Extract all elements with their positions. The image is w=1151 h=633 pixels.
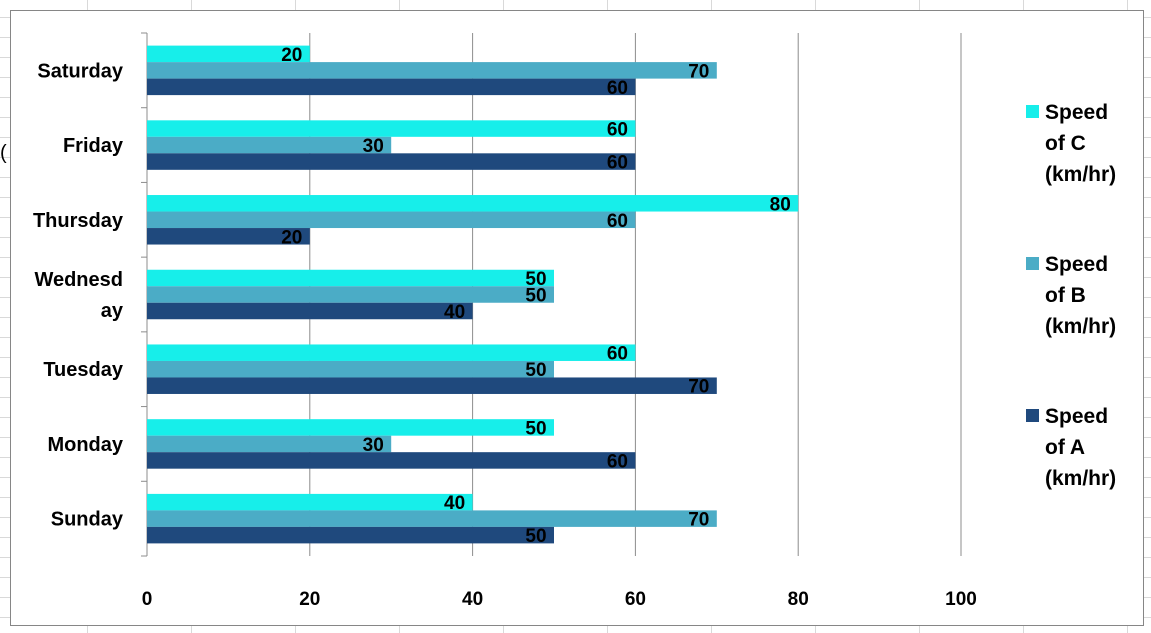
- data-label-wednesday-1: 50: [525, 286, 546, 307]
- x-tick-label-20: 20: [299, 589, 320, 610]
- x-tick-label-100: 100: [945, 589, 977, 610]
- legend-label-0: Speed: [1045, 405, 1108, 428]
- bar-wednesday-0: [147, 302, 473, 320]
- legend-swatch-2: [1026, 105, 1039, 118]
- bar-sunday-1: [147, 510, 717, 527]
- x-tick-label-0: 0: [142, 589, 153, 610]
- category-label-thursday: Thursday: [33, 210, 124, 232]
- bar-thursday-2: [147, 195, 799, 212]
- bar-thursday-1: [147, 211, 636, 229]
- data-label-friday-0: 60: [607, 153, 628, 174]
- legend-label-1: Speed: [1045, 253, 1108, 276]
- legend-label-1: of B: [1045, 284, 1086, 307]
- data-label-saturday-2: 20: [281, 45, 302, 66]
- data-label-monday-2: 50: [525, 418, 546, 439]
- stray-cell-text: (: [0, 142, 7, 164]
- category-label-tuesday: Tuesday: [43, 359, 124, 381]
- data-label-monday-0: 60: [607, 451, 628, 472]
- bar-wednesday-1: [147, 286, 554, 303]
- bar-tuesday-1: [147, 360, 554, 378]
- data-label-friday-2: 60: [607, 120, 628, 141]
- legend-swatch-0: [1026, 409, 1039, 422]
- bar-monday-0: [147, 452, 636, 469]
- data-label-tuesday-2: 60: [607, 344, 628, 365]
- bar-monday-1: [147, 435, 392, 453]
- x-tick-label-40: 40: [462, 589, 483, 610]
- category-label-friday: Friday: [63, 135, 124, 157]
- bar-sunday-2: [147, 493, 473, 511]
- data-label-monday-1: 30: [363, 435, 384, 456]
- legend-label-0: of A: [1045, 436, 1085, 459]
- data-label-friday-1: 30: [363, 136, 384, 157]
- legend-label-2: Speed: [1045, 101, 1108, 124]
- bar-friday-1: [147, 136, 392, 154]
- bar-sunday-0: [147, 526, 554, 544]
- x-tick-label-60: 60: [625, 589, 646, 610]
- bar-tuesday-0: [147, 377, 717, 394]
- bar-thursday-0: [147, 228, 310, 245]
- data-label-thursday-0: 20: [281, 227, 302, 248]
- category-label-monday: Monday: [47, 434, 123, 456]
- x-tick-label-80: 80: [788, 589, 809, 610]
- data-label-sunday-0: 50: [525, 526, 546, 547]
- bar-saturday-0: [147, 78, 636, 96]
- bar-wednesday-2: [147, 269, 554, 287]
- legend-label-2: (km/hr): [1045, 163, 1116, 186]
- bar-saturday-2: [147, 45, 310, 63]
- category-label-sunday: Sunday: [51, 509, 124, 531]
- legend-label-0: (km/hr): [1045, 467, 1116, 490]
- legend-label-2: of C: [1045, 132, 1086, 155]
- bar-tuesday-2: [147, 344, 636, 361]
- bar-friday-2: [147, 120, 636, 137]
- data-label-sunday-2: 40: [444, 493, 465, 514]
- data-label-wednesday-2: 50: [525, 269, 546, 290]
- legend-swatch-1: [1026, 257, 1039, 270]
- category-label-saturday: Saturday: [37, 60, 123, 82]
- data-label-wednesday-0: 40: [444, 302, 465, 323]
- bar-monday-2: [147, 419, 554, 436]
- data-label-saturday-1: 70: [688, 61, 709, 82]
- data-label-thursday-2: 80: [770, 194, 791, 215]
- legend-label-1: (km/hr): [1045, 315, 1116, 338]
- data-label-tuesday-1: 50: [525, 360, 546, 381]
- data-label-tuesday-0: 70: [688, 377, 709, 398]
- data-label-thursday-1: 60: [607, 211, 628, 232]
- category-label-wednesday: ay: [101, 300, 124, 322]
- category-label-wednesday: Wednesd: [34, 269, 123, 291]
- data-label-sunday-1: 70: [688, 510, 709, 531]
- data-label-saturday-0: 60: [607, 78, 628, 99]
- bar-friday-0: [147, 153, 636, 170]
- bar-saturday-1: [147, 62, 717, 79]
